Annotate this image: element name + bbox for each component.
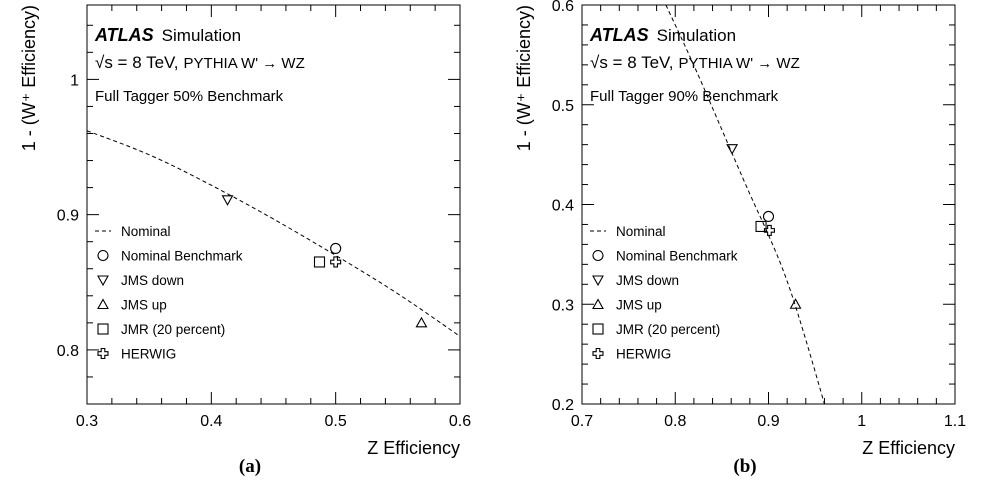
legend-marker xyxy=(97,298,109,310)
chart-panel-b: 0.7 0.8 0.9 1 1.1 0.2 0.3 0.4 0.5 0.6 Z Efficiency… xyxy=(514,0,966,477)
x-tick-label: 0.8 xyxy=(664,413,686,430)
legend-marker xyxy=(592,323,604,335)
marker-jms-up xyxy=(789,298,802,309)
legend-marker xyxy=(97,323,109,335)
y-tick-label: 0.5 xyxy=(552,98,574,115)
legend-marker xyxy=(97,275,109,287)
legend-label: JMR (20 percent) xyxy=(616,322,720,337)
x-tick-label: 0.9 xyxy=(757,413,779,430)
panel-label: (a) xyxy=(239,456,261,477)
legend-label: JMR (20 percent) xyxy=(121,322,225,337)
legend-label: JMS up xyxy=(121,298,167,313)
marker-jms-down xyxy=(726,144,739,155)
marker-jms-up xyxy=(415,316,428,328)
atlas-label: ATLAS Simulation xyxy=(94,25,241,45)
y-tick-label: 0.6 xyxy=(552,0,574,15)
x-axis-label: Z Efficiency xyxy=(367,438,460,458)
chart-panel-a: 0.3 0.4 0.5 0.6 0.8 0.9 1 Z Efficiency 1 - (W⁺ E… xyxy=(19,4,471,477)
marker-jms-down xyxy=(221,195,234,206)
x-tick-label: 0.3 xyxy=(76,413,98,430)
y-axis-label: 1 - (W⁺ Efficiency) xyxy=(19,5,39,151)
legend-marker xyxy=(97,347,109,360)
legend-marker xyxy=(592,249,604,262)
y-axis-label: 1 - (W⁺ Efficiency) xyxy=(514,5,534,151)
x-tick-label: 1.1 xyxy=(944,413,966,430)
x-tick-label: 0.5 xyxy=(325,413,347,430)
atlas-label: ATLAS Simulation xyxy=(589,25,736,45)
marker-jmr-20-percent xyxy=(755,220,767,232)
y-tick-label: 1 xyxy=(70,72,79,89)
panel-label: (b) xyxy=(733,456,756,477)
y-tick-label: 0.2 xyxy=(552,397,574,414)
plot-frame xyxy=(86,4,461,405)
x-tick-label: 0.6 xyxy=(449,413,471,430)
nominal-curve xyxy=(87,130,460,337)
marker-herwig xyxy=(763,224,775,236)
legend-marker xyxy=(592,347,604,360)
y-tick-label: 0.4 xyxy=(552,198,574,215)
x-tick-label: 0.4 xyxy=(200,413,222,430)
legend-label: Nominal Benchmark xyxy=(121,249,243,264)
legend-marker xyxy=(592,298,604,310)
y-tick-label: 0.9 xyxy=(57,208,79,225)
legend-label: Nominal Benchmark xyxy=(616,249,738,264)
legend-label: JMS down xyxy=(121,273,184,288)
legend-label-nominal: Nominal xyxy=(616,224,666,239)
x-tick-label: 0.7 xyxy=(571,413,593,430)
energy-label: √s = 8 TeV, PYTHIA W' → WZ xyxy=(590,53,800,72)
marker-nominal-benchmark xyxy=(762,210,775,223)
y-tick-label: 0.8 xyxy=(57,343,79,360)
legend-label: JMS up xyxy=(616,298,662,313)
marker-jmr-20-percent xyxy=(313,256,326,268)
x-axis-label: Z Efficiency xyxy=(862,438,955,458)
legend-marker xyxy=(97,249,109,262)
marker-herwig xyxy=(330,256,342,268)
energy-label: √s = 8 TeV, PYTHIA W' → WZ xyxy=(95,53,305,72)
benchmark-label: Full Tagger 50% Benchmark xyxy=(95,88,284,105)
y-tick-label: 0.3 xyxy=(552,297,574,314)
x-tick-label: 1 xyxy=(857,413,866,430)
legend-label: JMS down xyxy=(616,273,679,288)
legend-label-nominal: Nominal xyxy=(121,224,171,239)
legend-label: HERWIG xyxy=(616,347,671,362)
legend-label: HERWIG xyxy=(121,347,176,362)
benchmark-label: Full Tagger 90% Benchmark xyxy=(590,88,779,105)
marker-nominal-benchmark xyxy=(330,242,342,255)
legend-marker xyxy=(592,275,604,287)
